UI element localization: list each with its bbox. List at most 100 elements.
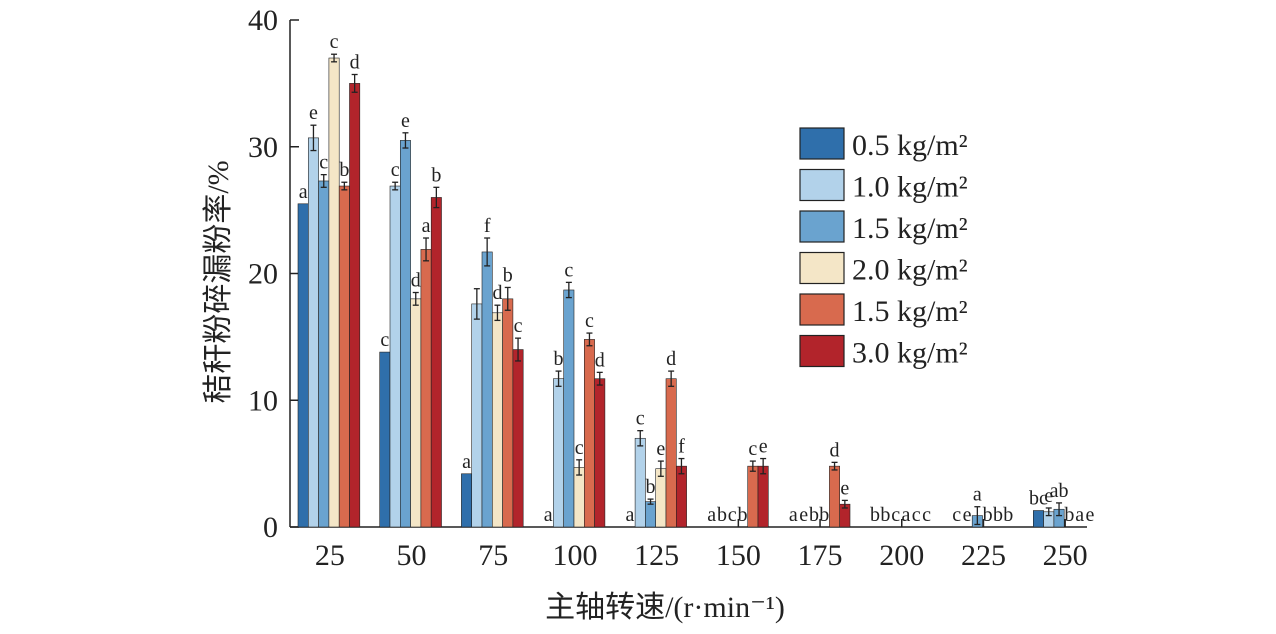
significance-letter: a — [1075, 504, 1084, 526]
significance-letter: d — [411, 270, 421, 292]
significance-letter: e — [656, 438, 665, 460]
bar — [410, 298, 422, 528]
chart-axes: 0 10 20 30 40 25 50 75 100 125 150 175 200 225 250 — [248, 4, 1088, 572]
significance-letter: c — [636, 408, 645, 430]
legend-label: 1.0 kg/m² — [852, 171, 968, 204]
significance-letter: e — [840, 477, 849, 499]
bar — [502, 298, 514, 528]
y-tick-label: 20 — [248, 258, 278, 291]
significance-letter: b — [983, 504, 993, 526]
x-tick-label: 250 — [1043, 539, 1088, 572]
bar — [420, 249, 432, 528]
bar — [307, 137, 319, 528]
significance-letter: b — [819, 504, 829, 526]
significance-letter: c — [952, 504, 961, 526]
significance-letter: b — [738, 504, 748, 526]
bar — [655, 468, 667, 528]
legend-label: 0.5 kg/m² — [852, 129, 968, 162]
bar — [328, 57, 340, 528]
bar — [379, 351, 391, 528]
significance-letter: b — [809, 504, 819, 526]
significance-letter: c — [891, 504, 900, 526]
legend-label: 1.5 kg/m² — [852, 212, 968, 245]
significance-letter: e — [759, 436, 768, 458]
significance-letter: c — [380, 329, 389, 351]
bar — [399, 140, 411, 528]
bar — [757, 465, 769, 528]
significance-letter: c — [330, 31, 339, 53]
x-tick-label: 100 — [552, 539, 597, 572]
y-axis-title: 秸秆粉碎漏粉率/% — [202, 160, 235, 403]
significance-letter: b — [554, 348, 564, 370]
bar — [594, 378, 606, 528]
significance-letter: a — [789, 504, 798, 526]
significance-letter: f — [678, 436, 685, 458]
significance-letter: a — [707, 504, 716, 526]
y-tick-label: 10 — [248, 384, 278, 417]
bar — [297, 203, 309, 528]
chart-bars — [297, 57, 1065, 528]
significance-letter: e — [799, 504, 808, 526]
significance-letter: b — [503, 264, 513, 286]
x-tick-label: 125 — [634, 539, 679, 572]
significance-letter: d — [350, 52, 360, 74]
bar — [461, 473, 472, 528]
significance-letter: e — [963, 504, 972, 526]
significance-letter: c — [912, 504, 921, 526]
bar — [349, 83, 361, 528]
bar — [665, 378, 677, 528]
bar — [563, 289, 575, 528]
significance-letter: c — [391, 159, 400, 181]
legend-label: 2.0 kg/m² — [852, 254, 968, 287]
legend-swatch — [799, 210, 845, 243]
significance-letter: e — [401, 110, 410, 132]
significance-letter: bc — [1029, 488, 1048, 510]
bar — [583, 339, 595, 528]
significance-letter: b — [717, 504, 727, 526]
significance-letter: a — [544, 504, 553, 526]
legend-label: 3.0 kg/m² — [852, 337, 968, 370]
significance-letter: d — [492, 282, 502, 304]
significance-letter: c — [748, 438, 757, 460]
significance-letter: d — [666, 348, 676, 370]
bar — [645, 501, 657, 528]
significance-letter: b — [1003, 504, 1013, 526]
chart-legend: 0.5 kg/m² 1.0 kg/m² 1.5 kg/m² 2.0 kg/m² 1.5 … — [799, 127, 968, 370]
bar — [675, 465, 687, 528]
chart-error-bars — [310, 53, 1063, 526]
significance-letter: a — [422, 215, 431, 237]
bar — [491, 312, 503, 528]
significance-letter: c — [575, 437, 584, 459]
legend-swatch — [799, 127, 845, 160]
significance-letter: a — [299, 181, 308, 203]
bar — [634, 437, 646, 528]
x-tick-label: 25 — [315, 539, 345, 572]
significance-letter: b — [431, 164, 441, 186]
significance-letter: c — [922, 504, 931, 526]
bar — [471, 303, 483, 528]
significance-letter: b — [870, 504, 880, 526]
significance-letter: a — [626, 504, 635, 526]
x-tick-label: 150 — [716, 539, 761, 572]
x-axis-title: 主轴转速/(r·min⁻¹) — [545, 591, 785, 624]
significance-letter: f — [484, 215, 491, 237]
significance-letter: a — [902, 504, 911, 526]
legend-label: 1.5 kg/m² — [852, 295, 968, 328]
legend-swatch — [799, 251, 845, 285]
significance-letter: e — [1044, 485, 1053, 507]
x-tick-label: 75 — [478, 539, 508, 572]
bar — [553, 378, 565, 528]
significance-letter: ab — [1050, 480, 1069, 502]
significance-letter: b — [993, 504, 1003, 526]
significance-letter: b — [646, 476, 656, 498]
significance-letter: a — [973, 484, 982, 506]
significance-letter: a — [462, 451, 471, 473]
bar — [318, 180, 330, 528]
significance-letter: d — [595, 349, 605, 371]
bar — [512, 349, 524, 528]
legend-swatch — [799, 168, 845, 202]
y-tick-label: 30 — [248, 131, 278, 164]
bar — [338, 185, 350, 528]
x-tick-label: 225 — [961, 539, 1006, 572]
